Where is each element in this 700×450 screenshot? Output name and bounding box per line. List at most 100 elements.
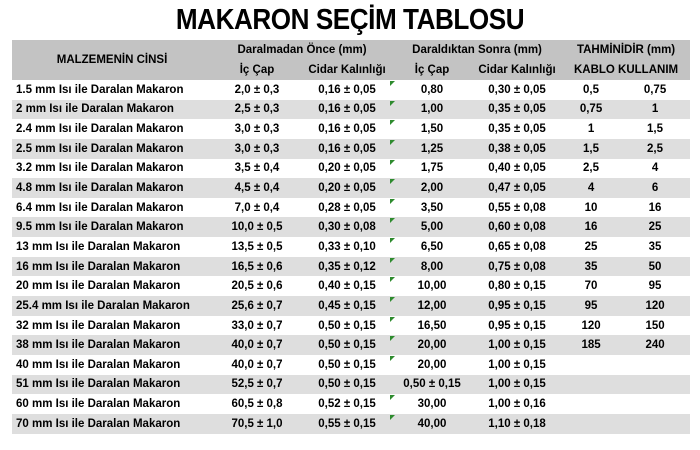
material-cell: 32 mm Isı ile Daralan Makaron [12,316,212,336]
header-inner-diameter-before: İç Çap [212,60,302,80]
wall-thickness-before-value: 0,16 ± 0,05 [318,83,376,96]
wall-thickness-before-value: 0,40 ± 0,15 [318,280,376,293]
inner-diameter-before-cell: 10,0 ± 0,5 [212,217,302,238]
inner-diameter-after-value: 5,00 [420,221,444,234]
inner-diameter-before-cell: 2,0 ± 0,3 [212,80,302,100]
cable-max-cell: 16 [620,198,690,218]
wall-thickness-after-value: 1,10 ± 0,18 [488,417,546,430]
inner-diameter-after-cell: 6,50 [390,237,472,257]
material-cell: 70 mm Isı ile Daralan Makaron [12,413,212,434]
cable-max-value: 120 [645,299,665,312]
inner-diameter-before-value: 3,0 ± 0,3 [234,142,280,155]
inner-diameter-after-cell: 5,00 [390,217,473,238]
material-cell: 51 mm Isı ile Daralan Makaron [12,374,212,395]
cell-indicator-icon [390,218,396,224]
inner-diameter-after-cell: 3,50 [390,198,472,218]
cable-max-cell [620,355,690,375]
table-row: 32 mm Isı ile Daralan Makaron 33,0 ± 0,7 0… [12,316,690,336]
header-row-groups: MALZEMENİN CİNSİ Daralmadan Önce (mm) Da… [12,40,691,80]
inner-diameter-before-cell: 60,5 ± 0,8 [212,394,302,414]
table-row: 70 mm Isı ile Daralan Makaron 70,5 ± 1,0 0… [12,413,691,434]
material-value: 4.8 mm Isı ile Daralan Makaron [16,182,184,195]
inner-diameter-after-value: 6,50 [420,240,444,253]
table-row: 2 mm Isı ile Daralan Makaron 2,5 ± 0,3 0,1… [12,99,691,120]
material-value: 3.2 mm Isı ile Daralan Makaron [16,162,184,175]
inner-diameter-after-value: 8,00 [420,260,444,273]
wall-thickness-after-cell: 0,40 ± 0,05 [472,159,562,179]
table-row: 40 mm Isı ile Daralan Makaron 40,0 ± 0,7 0… [12,355,690,375]
cable-min-value: 0,75 [579,103,603,116]
wall-thickness-before-cell: 0,16 ± 0,05 [302,119,392,139]
inner-diameter-before-value: 10,0 ± 0,5 [231,221,283,234]
inner-diameter-before-cell: 25,6 ± 0,7 [212,296,302,316]
inner-diameter-after-cell: 0,80 [390,80,472,100]
cable-max-cell: 95 [620,276,690,296]
wall-thickness-before-value: 0,20 ± 0,05 [318,182,376,195]
wall-thickness-before-cell: 0,20 ± 0,05 [302,178,393,198]
table-body: 1.5 mm Isı ile Daralan Makaron 2,0 ± 0,3 0… [12,80,691,434]
wall-thickness-after-value: 0,80 ± 0,15 [488,280,546,293]
inner-diameter-before-cell: 7,0 ± 0,4 [212,198,302,218]
wall-thickness-after-cell: 0,38 ± 0,05 [472,138,563,159]
wall-thickness-before-cell: 0,45 ± 0,15 [302,296,393,316]
cell-indicator-icon [390,277,396,283]
inner-diameter-before-cell: 16,5 ± 0,6 [212,256,302,277]
header-estimate-group: TAHMİNİDİR (mm) [562,40,691,60]
wall-thickness-before-value: 0,50 ± 0,15 [318,358,376,371]
wall-thickness-after-value: 0,30 ± 0,05 [488,83,546,96]
cable-max-cell: 1 [620,99,691,120]
cable-max-value: 16 [648,201,662,214]
inner-diameter-before-cell: 3,0 ± 0,3 [212,119,302,139]
wall-thickness-after-cell: 1,00 ± 0,15 [472,335,563,355]
table-row: 6.4 mm Isı ile Daralan Makaron 7,0 ± 0,4 0… [12,198,690,218]
wall-thickness-after-cell: 1,00 ± 0,16 [472,394,562,414]
cable-max-cell [620,413,691,434]
table-row: 1.5 mm Isı ile Daralan Makaron 2,0 ± 0,3 0… [12,80,690,100]
inner-diameter-after-cell: 1,25 [390,138,473,159]
inner-diameter-after-cell: 40,00 [390,413,473,434]
inner-diameter-before-cell: 3,5 ± 0,4 [212,159,302,179]
cable-min-cell: 70 [562,276,620,296]
inner-diameter-after-value: 2,00 [420,182,444,195]
wall-thickness-after-value: 0,65 ± 0,08 [488,240,546,253]
cable-min-cell: 25 [562,237,620,257]
wall-thickness-after-value: 0,75 ± 0,08 [488,260,546,273]
inner-diameter-before-cell: 52,5 ± 0,7 [212,374,302,395]
wall-thickness-before-value: 0,16 ± 0,05 [318,142,376,155]
wall-thickness-after-value: 0,35 ± 0,05 [488,123,546,136]
wall-thickness-after-value: 1,00 ± 0,15 [488,378,546,391]
material-value: 32 mm Isı ile Daralan Makaron [16,319,181,332]
material-value: 16 mm Isı ile Daralan Makaron [16,260,181,273]
wall-thickness-before-value: 0,50 ± 0,15 [318,319,376,332]
wall-thickness-before-value: 0,16 ± 0,05 [318,103,376,116]
wall-thickness-before-cell: 0,50 ± 0,15 [302,355,392,375]
wall-thickness-before-cell: 0,20 ± 0,05 [302,159,392,179]
inner-diameter-after-value: 0,80 [420,83,444,96]
wall-thickness-after-value: 0,38 ± 0,05 [488,142,546,155]
cable-max-cell: 50 [620,256,691,277]
cell-indicator-icon [390,336,396,342]
cable-max-value: 150 [645,319,665,332]
cable-max-value: 1,5 [647,123,664,136]
inner-diameter-before-cell: 2,5 ± 0,3 [212,99,302,120]
cable-max-cell: 120 [620,296,691,316]
inner-diameter-before-value: 60,5 ± 0,8 [231,398,283,411]
wall-thickness-after-cell: 0,35 ± 0,05 [472,99,563,120]
wall-thickness-after-value: 1,00 ± 0,15 [488,339,546,352]
wall-thickness-before-cell: 0,16 ± 0,05 [302,99,393,120]
material-value: 9.5 mm Isı ile Daralan Makaron [16,221,184,234]
cell-indicator-icon [390,395,396,401]
inner-diameter-after-cell: 1,75 [390,159,472,179]
header-cable-usage: KABLO KULLANIM [562,60,691,80]
inner-diameter-before-value: 4,5 ± 0,4 [234,182,280,195]
wall-thickness-before-cell: 0,30 ± 0,08 [302,217,393,238]
material-value: 51 mm Isı ile Daralan Makaron [16,378,181,391]
cable-max-cell: 0,75 [620,80,690,100]
material-value: 13 mm Isı ile Daralan Makaron [16,240,181,253]
wall-thickness-before-cell: 0,35 ± 0,12 [302,256,393,277]
table-row: 25.4 mm Isı ile Daralan Makaron 25,6 ± 0,… [12,296,691,316]
inner-diameter-before-cell: 33,0 ± 0,7 [212,316,302,336]
cable-max-cell: 2,5 [620,138,691,159]
cell-indicator-icon [390,316,396,322]
cable-min-cell: 10 [562,198,620,218]
